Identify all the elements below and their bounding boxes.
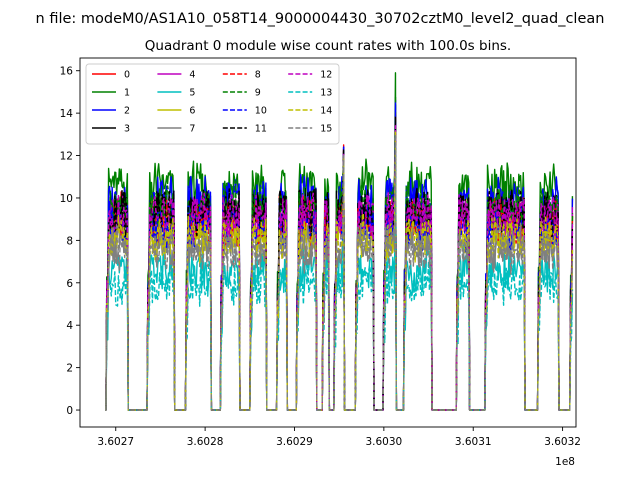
y-tick-label: 12 bbox=[60, 151, 73, 163]
legend-label-2: 2 bbox=[124, 106, 130, 117]
series-line-15 bbox=[105, 133, 574, 411]
legend-label-11: 11 bbox=[255, 124, 267, 135]
legend-label-6: 6 bbox=[189, 106, 195, 117]
x-tick-label: 3.6029 bbox=[276, 436, 313, 448]
chart-title: Quadrant 0 module wise count rates with … bbox=[145, 38, 511, 54]
y-tick-label: 8 bbox=[66, 235, 73, 247]
x-tick-label: 3.6027 bbox=[97, 436, 134, 448]
legend-label-3: 3 bbox=[124, 124, 130, 135]
series-line-12 bbox=[105, 125, 574, 411]
legend-box bbox=[85, 63, 340, 145]
legend-label-9: 9 bbox=[255, 88, 261, 99]
figure-suptitle: n file: modeM0/AS1A10_058T14_9000004430_… bbox=[36, 11, 605, 27]
legend-label-4: 4 bbox=[189, 70, 195, 81]
x-tick-label: 3.6032 bbox=[544, 436, 581, 448]
series-line-13 bbox=[105, 144, 574, 411]
legend-label-14: 14 bbox=[320, 106, 332, 117]
series-line-14 bbox=[105, 131, 574, 411]
y-tick-label: 16 bbox=[60, 66, 74, 78]
x-tick-label: 3.6028 bbox=[187, 436, 224, 448]
y-tick-label: 2 bbox=[66, 363, 73, 375]
x-offset-label: 1e8 bbox=[555, 456, 575, 468]
legend-label-13: 13 bbox=[320, 88, 332, 99]
legend-label-15: 15 bbox=[320, 124, 332, 135]
axes: 3.6027 3.6028 3.6029 3.6030 3.6031 3.6032 0 2 4 6… bbox=[60, 66, 581, 448]
axes-frame bbox=[79, 57, 577, 428]
legend-label-8: 8 bbox=[255, 70, 261, 81]
legend-label-12: 12 bbox=[320, 70, 332, 81]
y-tick-label: 0 bbox=[66, 405, 73, 417]
y-tick-label: 4 bbox=[66, 320, 73, 332]
x-tick-label: 3.6030 bbox=[365, 436, 402, 448]
legend-label-7: 7 bbox=[189, 124, 195, 135]
legend-label-0: 0 bbox=[124, 70, 130, 81]
y-tick-label: 6 bbox=[66, 278, 73, 290]
legend-label-10: 10 bbox=[255, 106, 267, 117]
y-tick-label: 14 bbox=[60, 108, 74, 120]
legend-label-5: 5 bbox=[189, 88, 195, 99]
x-tick-label: 3.6031 bbox=[455, 436, 492, 448]
legend-label-1: 1 bbox=[124, 88, 130, 99]
y-tick-label: 10 bbox=[60, 193, 73, 205]
plot-area bbox=[105, 72, 574, 411]
